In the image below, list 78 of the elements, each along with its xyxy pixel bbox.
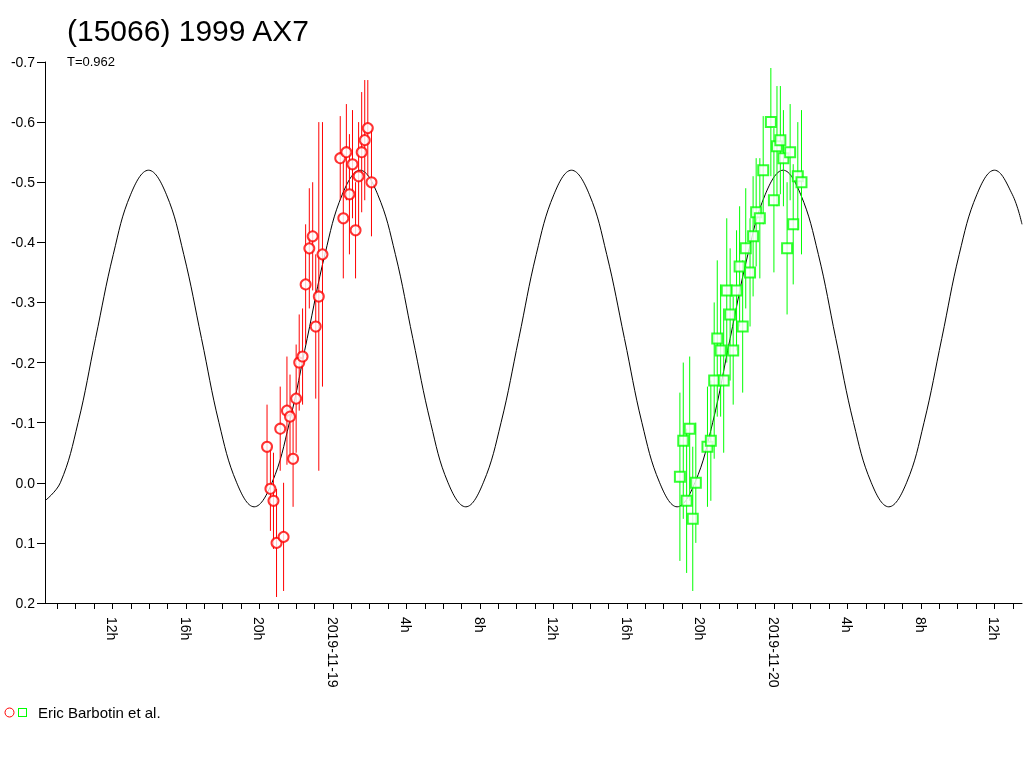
point — [277, 530, 290, 543]
point — [774, 134, 787, 147]
x-tick-label: 4h — [839, 617, 856, 633]
point — [787, 218, 800, 231]
point — [680, 494, 693, 507]
point — [349, 224, 362, 237]
x-tick-label: 8h — [912, 617, 929, 633]
point — [290, 392, 303, 405]
x-tick-label: 2019-11-20 — [765, 617, 782, 688]
point — [358, 134, 371, 147]
point — [673, 470, 686, 483]
x-tick-label: 12h — [986, 617, 1003, 641]
point — [343, 188, 356, 201]
chart-subtitle: T=0.962 — [67, 54, 116, 69]
point — [747, 230, 760, 243]
x-tick-label: 16h — [618, 617, 635, 641]
x-tick-label: 8h — [471, 617, 488, 633]
point — [299, 278, 312, 291]
text: Eric Barbotin et al. — [38, 704, 161, 721]
point — [764, 116, 777, 129]
point — [704, 434, 717, 447]
y-tick-label: -0.1 — [10, 414, 36, 431]
point — [677, 434, 690, 447]
x-tick-label: 2019-11-19 — [324, 617, 341, 688]
point — [312, 290, 325, 303]
x-tick-label: 20h — [692, 617, 709, 641]
y-tick-label: 0.2 — [15, 595, 36, 611]
point — [767, 194, 780, 207]
point — [264, 482, 277, 495]
chart-title: (15066) 1999 AX7 — [67, 13, 309, 47]
point — [795, 176, 808, 189]
point — [316, 248, 329, 261]
point — [287, 452, 300, 465]
point — [689, 476, 702, 489]
point — [757, 164, 770, 177]
y-tick-label: -0.2 — [10, 354, 36, 371]
point — [355, 146, 368, 159]
point — [284, 410, 297, 423]
y-tick-label: -0.6 — [10, 114, 36, 131]
point — [753, 212, 766, 225]
point — [736, 320, 749, 333]
point — [337, 212, 350, 225]
point — [340, 146, 353, 159]
point — [717, 374, 730, 387]
point — [309, 320, 322, 333]
point — [296, 350, 309, 363]
point — [683, 422, 696, 435]
point — [365, 176, 378, 189]
point — [784, 146, 797, 159]
point — [686, 512, 699, 525]
point — [724, 308, 737, 321]
point — [346, 158, 359, 171]
y-tick-label: -0.7 — [10, 54, 36, 70]
point — [781, 242, 794, 255]
point — [714, 344, 727, 357]
point — [733, 260, 746, 273]
point — [739, 242, 752, 255]
x-tick-label: 12h — [545, 617, 562, 641]
x-tick-label: 16h — [177, 617, 194, 641]
point — [303, 242, 316, 255]
y-tick-label: 0.0 — [15, 474, 36, 491]
y-tick-label: -0.5 — [10, 174, 36, 191]
x-tick-label: 20h — [251, 617, 268, 641]
point — [261, 440, 274, 453]
point — [361, 122, 374, 135]
x-tick-label: 4h — [398, 617, 415, 633]
x-tick-label: 12h — [104, 617, 121, 641]
y-tick-label: -0.4 — [10, 234, 36, 251]
y-tick-label: 0.1 — [15, 534, 36, 551]
point — [267, 494, 280, 507]
point — [274, 422, 287, 435]
y-tick-label: -0.3 — [10, 294, 36, 311]
point — [711, 332, 724, 345]
point — [352, 170, 365, 183]
point — [306, 230, 319, 243]
point — [730, 284, 743, 297]
point — [744, 266, 757, 279]
point — [727, 344, 740, 357]
